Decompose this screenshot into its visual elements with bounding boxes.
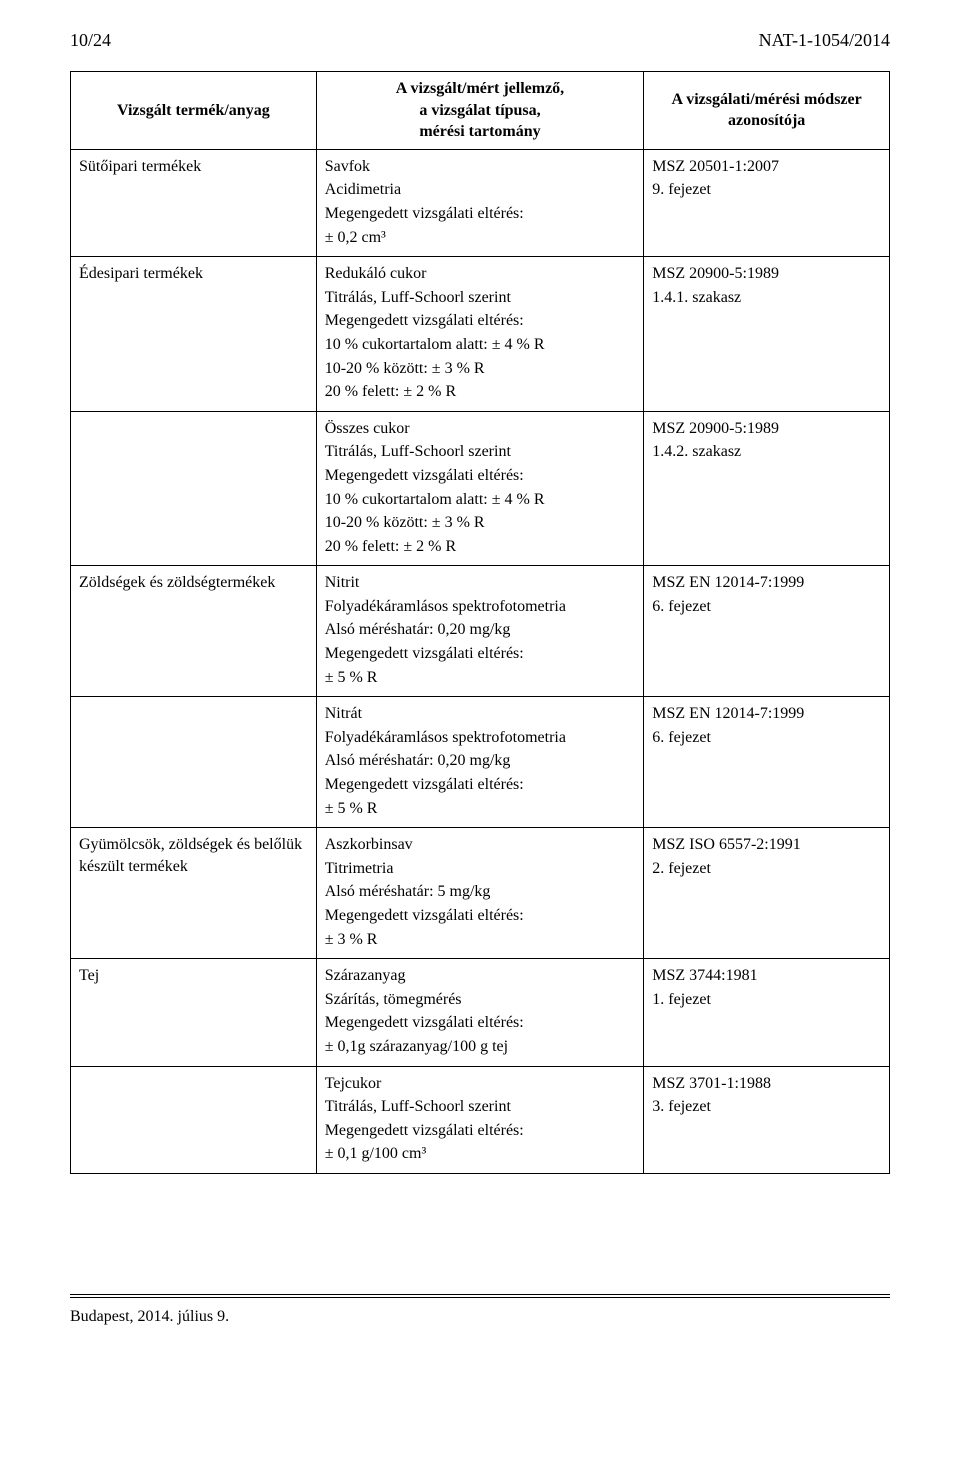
cell-line: MSZ EN 12014-7:1999 [652, 703, 881, 725]
page-number: 10/24 [70, 30, 111, 51]
cell-characteristic: Összes cukorTitrálás, Luff-Schoorl szeri… [316, 411, 644, 566]
cell-line: 10-20 % között: ± 3 % R [325, 512, 636, 534]
cell-line: MSZ 3701-1:1988 [652, 1073, 881, 1095]
cell-standard: MSZ EN 12014-7:19996. fejezet [644, 697, 890, 828]
cell-line: Savfok [325, 156, 636, 178]
cell-line: Alsó méréshatár: 5 mg/kg [325, 881, 636, 903]
cell-characteristic: AszkorbinsavTitrimetriaAlsó méréshatár: … [316, 828, 644, 959]
cell-standard: MSZ 3701-1:19883. fejezet [644, 1066, 890, 1173]
cell-line: Alsó méréshatár: 0,20 mg/kg [325, 750, 636, 772]
cell-line: 2. fejezet [652, 858, 881, 880]
table-row: TejcukorTitrálás, Luff-Schoorl szerintMe… [71, 1066, 890, 1173]
cell-line: 10-20 % között: ± 3 % R [325, 358, 636, 380]
th-product: Vizsgált termék/anyag [71, 72, 317, 150]
footer-date: Budapest, 2014. július 9. [70, 1308, 890, 1326]
table-row: Összes cukorTitrálás, Luff-Schoorl szeri… [71, 411, 890, 566]
cell-line: MSZ 3744:1981 [652, 965, 881, 987]
cell-line: 9. fejezet [652, 179, 881, 201]
cell-product [71, 697, 317, 828]
table-row: TejSzárazanyagSzárítás, tömegmérésMegeng… [71, 959, 890, 1066]
cell-characteristic: SzárazanyagSzárítás, tömegmérésMegengede… [316, 959, 644, 1066]
cell-line: Megengedett vizsgálati eltérés: [325, 1012, 636, 1034]
cell-product [71, 1066, 317, 1173]
table-row: Sütőipari termékekSavfokAcidimetriaMegen… [71, 149, 890, 256]
cell-characteristic: Redukáló cukorTitrálás, Luff-Schoorl sze… [316, 257, 644, 412]
cell-line: Titrálás, Luff-Schoorl szerint [325, 287, 636, 309]
cell-line: 1. fejezet [652, 989, 881, 1011]
cell-product: Tej [71, 959, 317, 1066]
cell-line: Tejcukor [325, 1073, 636, 1095]
footer-rule [70, 1294, 890, 1298]
cell-line: Megengedett vizsgálati eltérés: [325, 774, 636, 796]
cell-line: Megengedett vizsgálati eltérés: [325, 465, 636, 487]
cell-characteristic: SavfokAcidimetriaMegengedett vizsgálati … [316, 149, 644, 256]
cell-line: Nitrát [325, 703, 636, 725]
cell-product: Sütőipari termékek [71, 149, 317, 256]
th-characteristic: A vizsgált/mért jellemző, a vizsgálat tí… [316, 72, 644, 150]
cell-product: Zöldségek és zöldségtermékek [71, 566, 317, 697]
table-row: NitrátFolyadékáramlásos spektrofotometri… [71, 697, 890, 828]
cell-line: Titrálás, Luff-Schoorl szerint [325, 441, 636, 463]
standards-table: Vizsgált termék/anyag A vizsgált/mért je… [70, 71, 890, 1174]
cell-line: ± 5 % R [325, 667, 636, 689]
cell-line: 20 % felett: ± 2 % R [325, 536, 636, 558]
cell-line: ± 0,1 g/100 cm³ [325, 1143, 636, 1165]
cell-standard: MSZ EN 12014-7:19996. fejezet [644, 566, 890, 697]
cell-line: 6. fejezet [652, 727, 881, 749]
cell-line: Folyadékáramlásos spektrofotometria [325, 596, 636, 618]
cell-line: 10 % cukortartalom alatt: ± 4 % R [325, 334, 636, 356]
cell-line: ± 0,2 cm³ [325, 227, 636, 249]
cell-line: Nitrit [325, 572, 636, 594]
cell-characteristic: TejcukorTitrálás, Luff-Schoorl szerintMe… [316, 1066, 644, 1173]
cell-line: MSZ ISO 6557-2:1991 [652, 834, 881, 856]
cell-line: Megengedett vizsgálati eltérés: [325, 643, 636, 665]
cell-standard: MSZ 20900-5:19891.4.2. szakasz [644, 411, 890, 566]
cell-characteristic: NitrátFolyadékáramlásos spektrofotometri… [316, 697, 644, 828]
cell-line: 20 % felett: ± 2 % R [325, 381, 636, 403]
page-header: 10/24 NAT-1-1054/2014 [70, 30, 890, 51]
cell-line: 10 % cukortartalom alatt: ± 4 % R [325, 489, 636, 511]
cell-line: Acidimetria [325, 179, 636, 201]
cell-standard: MSZ 20501-1:20079. fejezet [644, 149, 890, 256]
cell-line: 1.4.1. szakasz [652, 287, 881, 309]
cell-line: 3. fejezet [652, 1096, 881, 1118]
cell-line: Összes cukor [325, 418, 636, 440]
cell-line: ± 5 % R [325, 798, 636, 820]
cell-line: Szárítás, tömegmérés [325, 989, 636, 1011]
cell-line: MSZ 20900-5:1989 [652, 263, 881, 285]
cell-characteristic: NitritFolyadékáramlásos spektrofotometri… [316, 566, 644, 697]
cell-line: Aszkorbinsav [325, 834, 636, 856]
cell-line: Titrálás, Luff-Schoorl szerint [325, 1096, 636, 1118]
cell-line: Szárazanyag [325, 965, 636, 987]
cell-standard: MSZ 20900-5:19891.4.1. szakasz [644, 257, 890, 412]
cell-line: Megengedett vizsgálati eltérés: [325, 905, 636, 927]
cell-line: Megengedett vizsgálati eltérés: [325, 1120, 636, 1142]
cell-line: 1.4.2. szakasz [652, 441, 881, 463]
cell-line: ± 3 % R [325, 929, 636, 951]
cell-standard: MSZ ISO 6557-2:19912. fejezet [644, 828, 890, 959]
cell-line: Megengedett vizsgálati eltérés: [325, 203, 636, 225]
table-row: Gyümölcsök, zöldségek és belőlük készült… [71, 828, 890, 959]
cell-product: Édesipari termékek [71, 257, 317, 412]
cell-product [71, 411, 317, 566]
cell-product: Gyümölcsök, zöldségek és belőlük készült… [71, 828, 317, 959]
cell-line: Megengedett vizsgálati eltérés: [325, 310, 636, 332]
cell-line: Folyadékáramlásos spektrofotometria [325, 727, 636, 749]
table-row: Zöldségek és zöldségtermékekNitritFolyad… [71, 566, 890, 697]
cell-line: MSZ 20501-1:2007 [652, 156, 881, 178]
cell-line: MSZ EN 12014-7:1999 [652, 572, 881, 594]
table-row: Édesipari termékekRedukáló cukorTitrálás… [71, 257, 890, 412]
cell-line: Redukáló cukor [325, 263, 636, 285]
th-standard-id: A vizsgálati/mérési módszer azonosítója [644, 72, 890, 150]
cell-standard: MSZ 3744:19811. fejezet [644, 959, 890, 1066]
cell-line: Titrimetria [325, 858, 636, 880]
cell-line: MSZ 20900-5:1989 [652, 418, 881, 440]
cell-line: ± 0,1g szárazanyag/100 g tej [325, 1036, 636, 1058]
doc-reference: NAT-1-1054/2014 [759, 30, 890, 51]
cell-line: Alsó méréshatár: 0,20 mg/kg [325, 619, 636, 641]
cell-line: 6. fejezet [652, 596, 881, 618]
